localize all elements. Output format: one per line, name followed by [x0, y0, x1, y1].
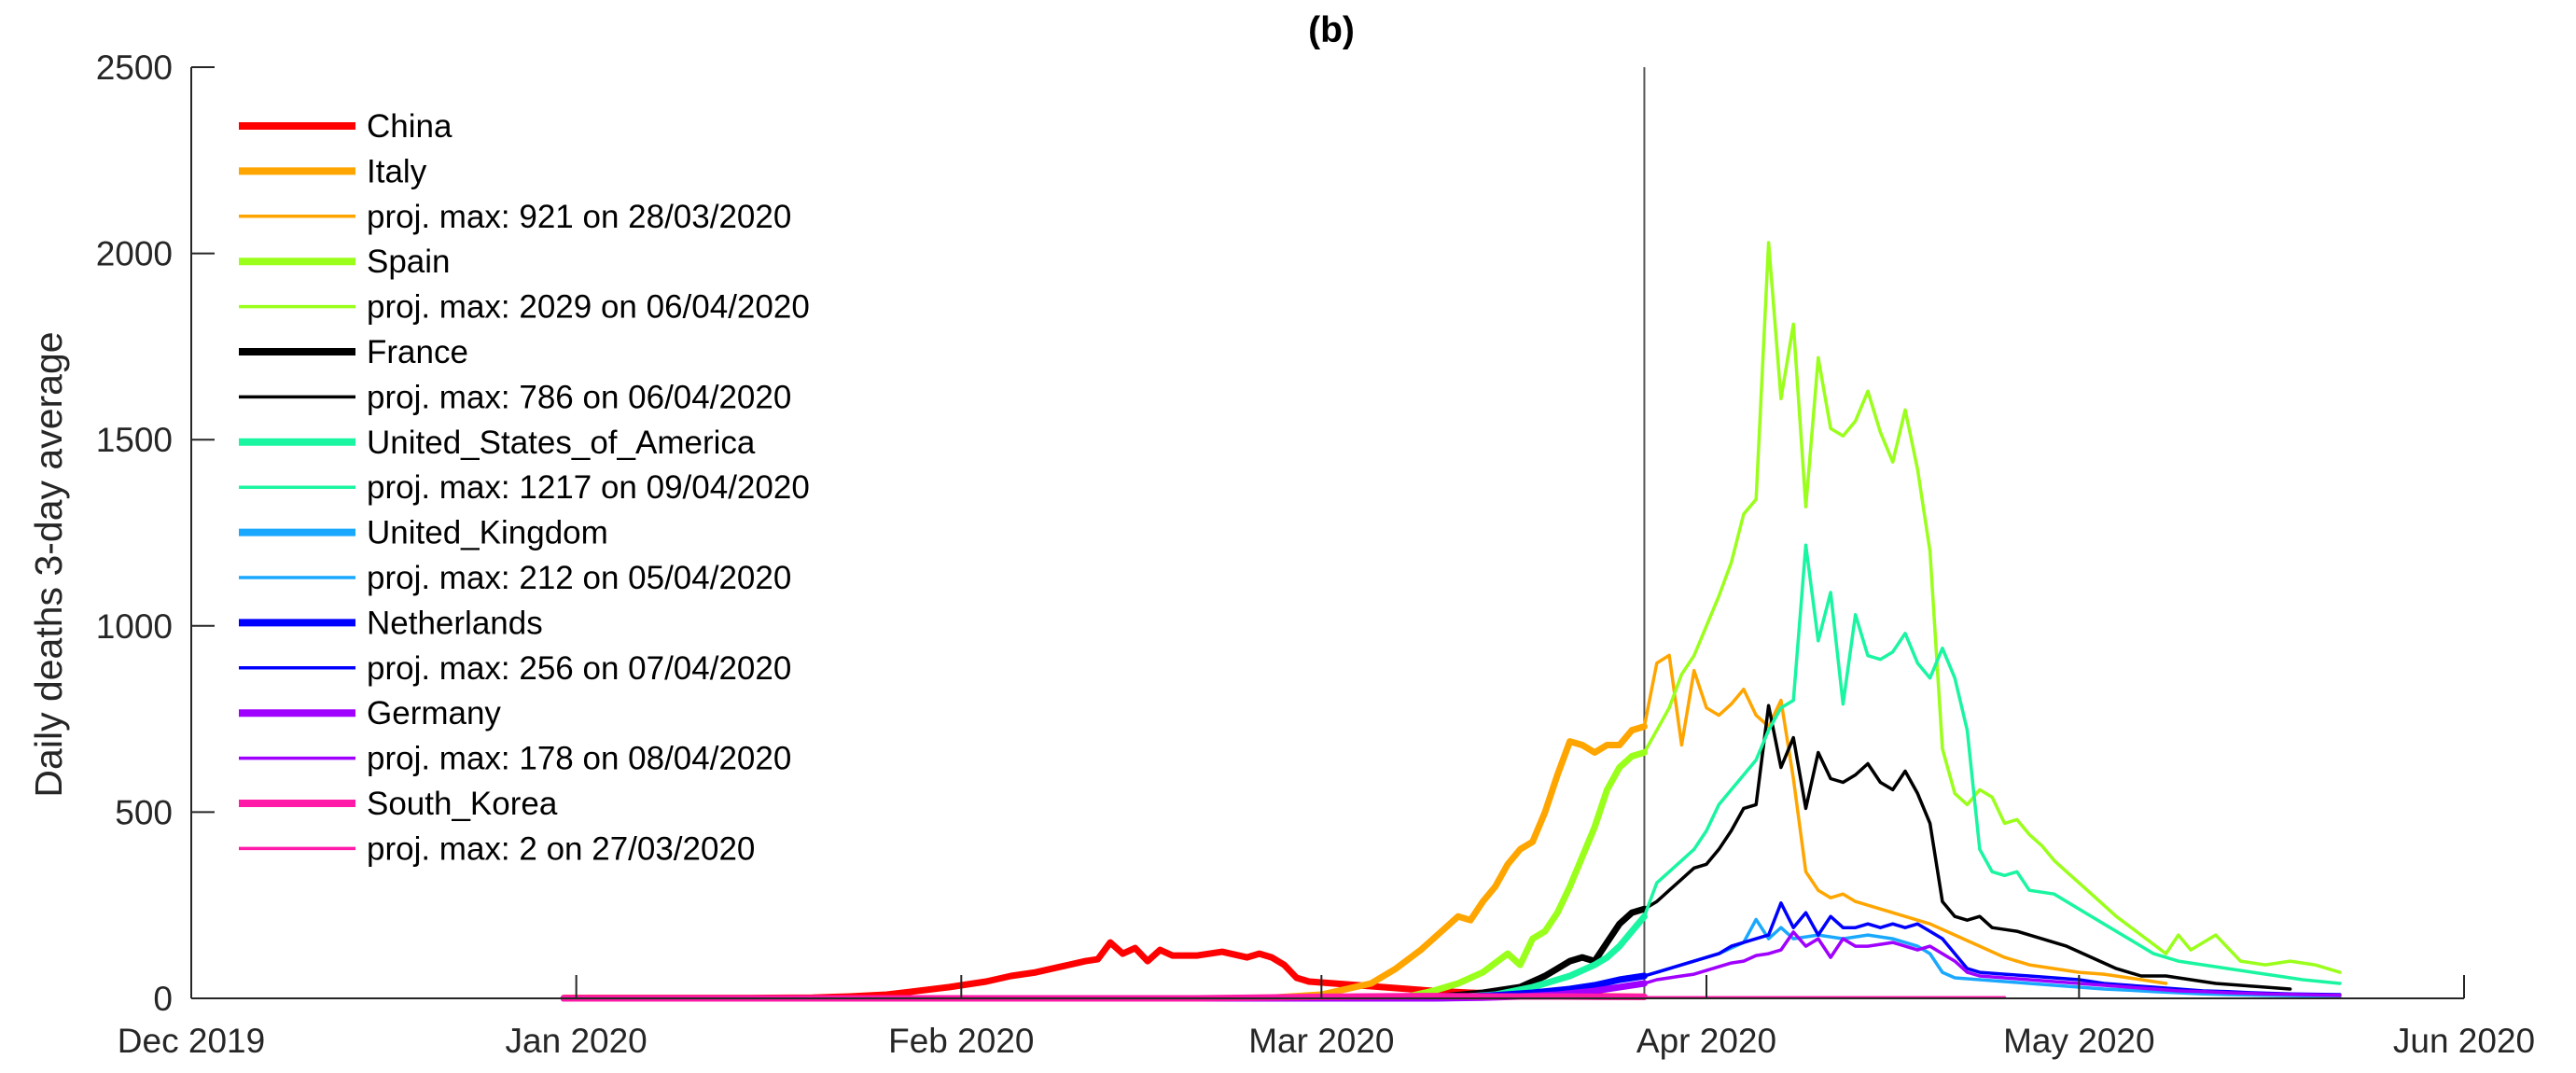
x-tick-label: May 2020 — [2003, 1022, 2155, 1060]
series-line-1 — [560, 723, 1648, 1002]
legend-label-3: Spain — [367, 244, 451, 280]
axes-group: 0 500 1000 1500 2000 2500 Dec 2019 Jan 2020 Feb … — [96, 49, 2535, 1060]
legend-label-14: proj. max: 178 on 08/04/2020 — [367, 741, 791, 777]
y-tick-label: 0 — [153, 980, 173, 1018]
x-tick-label: Dec 2019 — [118, 1022, 265, 1060]
legend-label-10: proj. max: 212 on 05/04/2020 — [367, 560, 791, 596]
x-tick-label: Feb 2020 — [888, 1022, 1034, 1060]
legend-label-2: proj. max: 921 on 28/03/2020 — [367, 199, 791, 235]
legend-label-8: proj. max: 1217 on 09/04/2020 — [367, 469, 810, 506]
legend-label-5: France — [367, 334, 468, 370]
legend-label-12: proj. max: 256 on 07/04/2020 — [367, 650, 791, 687]
series-line-8 — [1642, 543, 2342, 985]
legend-label-9: United_Kingdom — [367, 515, 608, 551]
legend-label-6: proj. max: 786 on 06/04/2020 — [367, 379, 791, 415]
x-tick-label: Mar 2020 — [1248, 1022, 1394, 1060]
y-tick-label: 1500 — [96, 421, 173, 459]
legend: China Italy proj. max: 921 on 28/03/2020 Sp… — [239, 108, 810, 867]
series-line-0 — [560, 939, 1648, 1002]
legend-label-13: Germany — [367, 695, 501, 732]
x-tick-label: Jun 2020 — [2393, 1022, 2535, 1060]
series-line-7 — [560, 913, 1648, 1002]
series-line-10 — [1642, 917, 2342, 998]
series-line-3 — [560, 749, 1648, 1002]
series-line-6 — [1642, 704, 2292, 991]
legend-label-0: China — [367, 108, 453, 145]
series-line-12 — [1642, 901, 2342, 996]
legend-label-7: United_States_of_America — [367, 425, 756, 461]
y-tick-label: 500 — [115, 793, 173, 831]
series-lines-group — [560, 241, 2342, 1002]
legend-label-15: South_Korea — [367, 786, 558, 822]
legend-label-11: Netherlands — [367, 605, 543, 641]
legend-label-1: Italy — [367, 153, 427, 189]
y-tick-label: 2500 — [96, 49, 173, 87]
x-tick-label: Jan 2020 — [506, 1022, 647, 1060]
series-line-14 — [1642, 930, 2342, 997]
x-tick-label: Apr 2020 — [1636, 1022, 1776, 1060]
legend-label-4: proj. max: 2029 on 06/04/2020 — [367, 289, 810, 326]
series-line-2 — [1642, 653, 2168, 985]
y-tick-label: 2000 — [96, 235, 173, 273]
legend-label-16: proj. max: 2 on 27/03/2020 — [367, 830, 755, 867]
series-line-4 — [1642, 241, 2342, 974]
y-axis-label: Daily deaths 3-day average — [27, 331, 70, 797]
chart-title: (b) — [1308, 10, 1355, 50]
y-tick-label: 1000 — [96, 607, 173, 646]
